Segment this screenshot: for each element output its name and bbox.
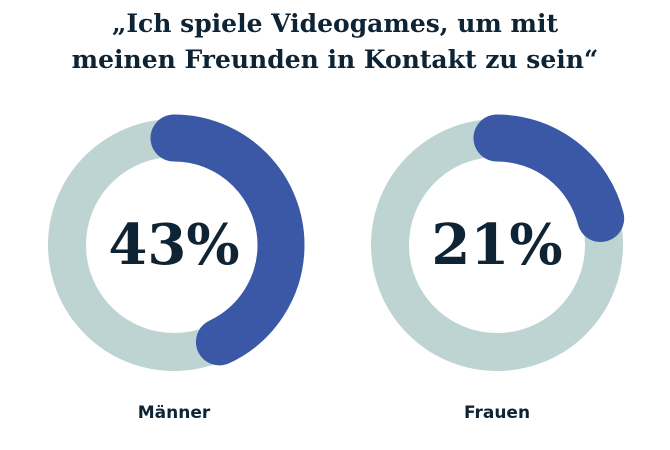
donut-value-frauen: 21%	[431, 212, 563, 278]
donut-value-maenner: 43%	[108, 212, 240, 278]
chart-title: „Ich spiele Videogames, um mit meinen Fr…	[71, 9, 599, 74]
donut-chart-maenner: 43%	[34, 105, 314, 385]
donut-progress-arc	[366, 114, 628, 376]
donut-label-frauen: Frauen	[463, 403, 531, 423]
donut-svg-frauen	[366, 114, 628, 376]
donut-chart-frauen: 21%	[357, 105, 637, 385]
donut-progress-arc	[43, 114, 305, 376]
donut-label-maenner: Männer	[137, 403, 211, 423]
donut-svg-maenner	[43, 114, 305, 376]
